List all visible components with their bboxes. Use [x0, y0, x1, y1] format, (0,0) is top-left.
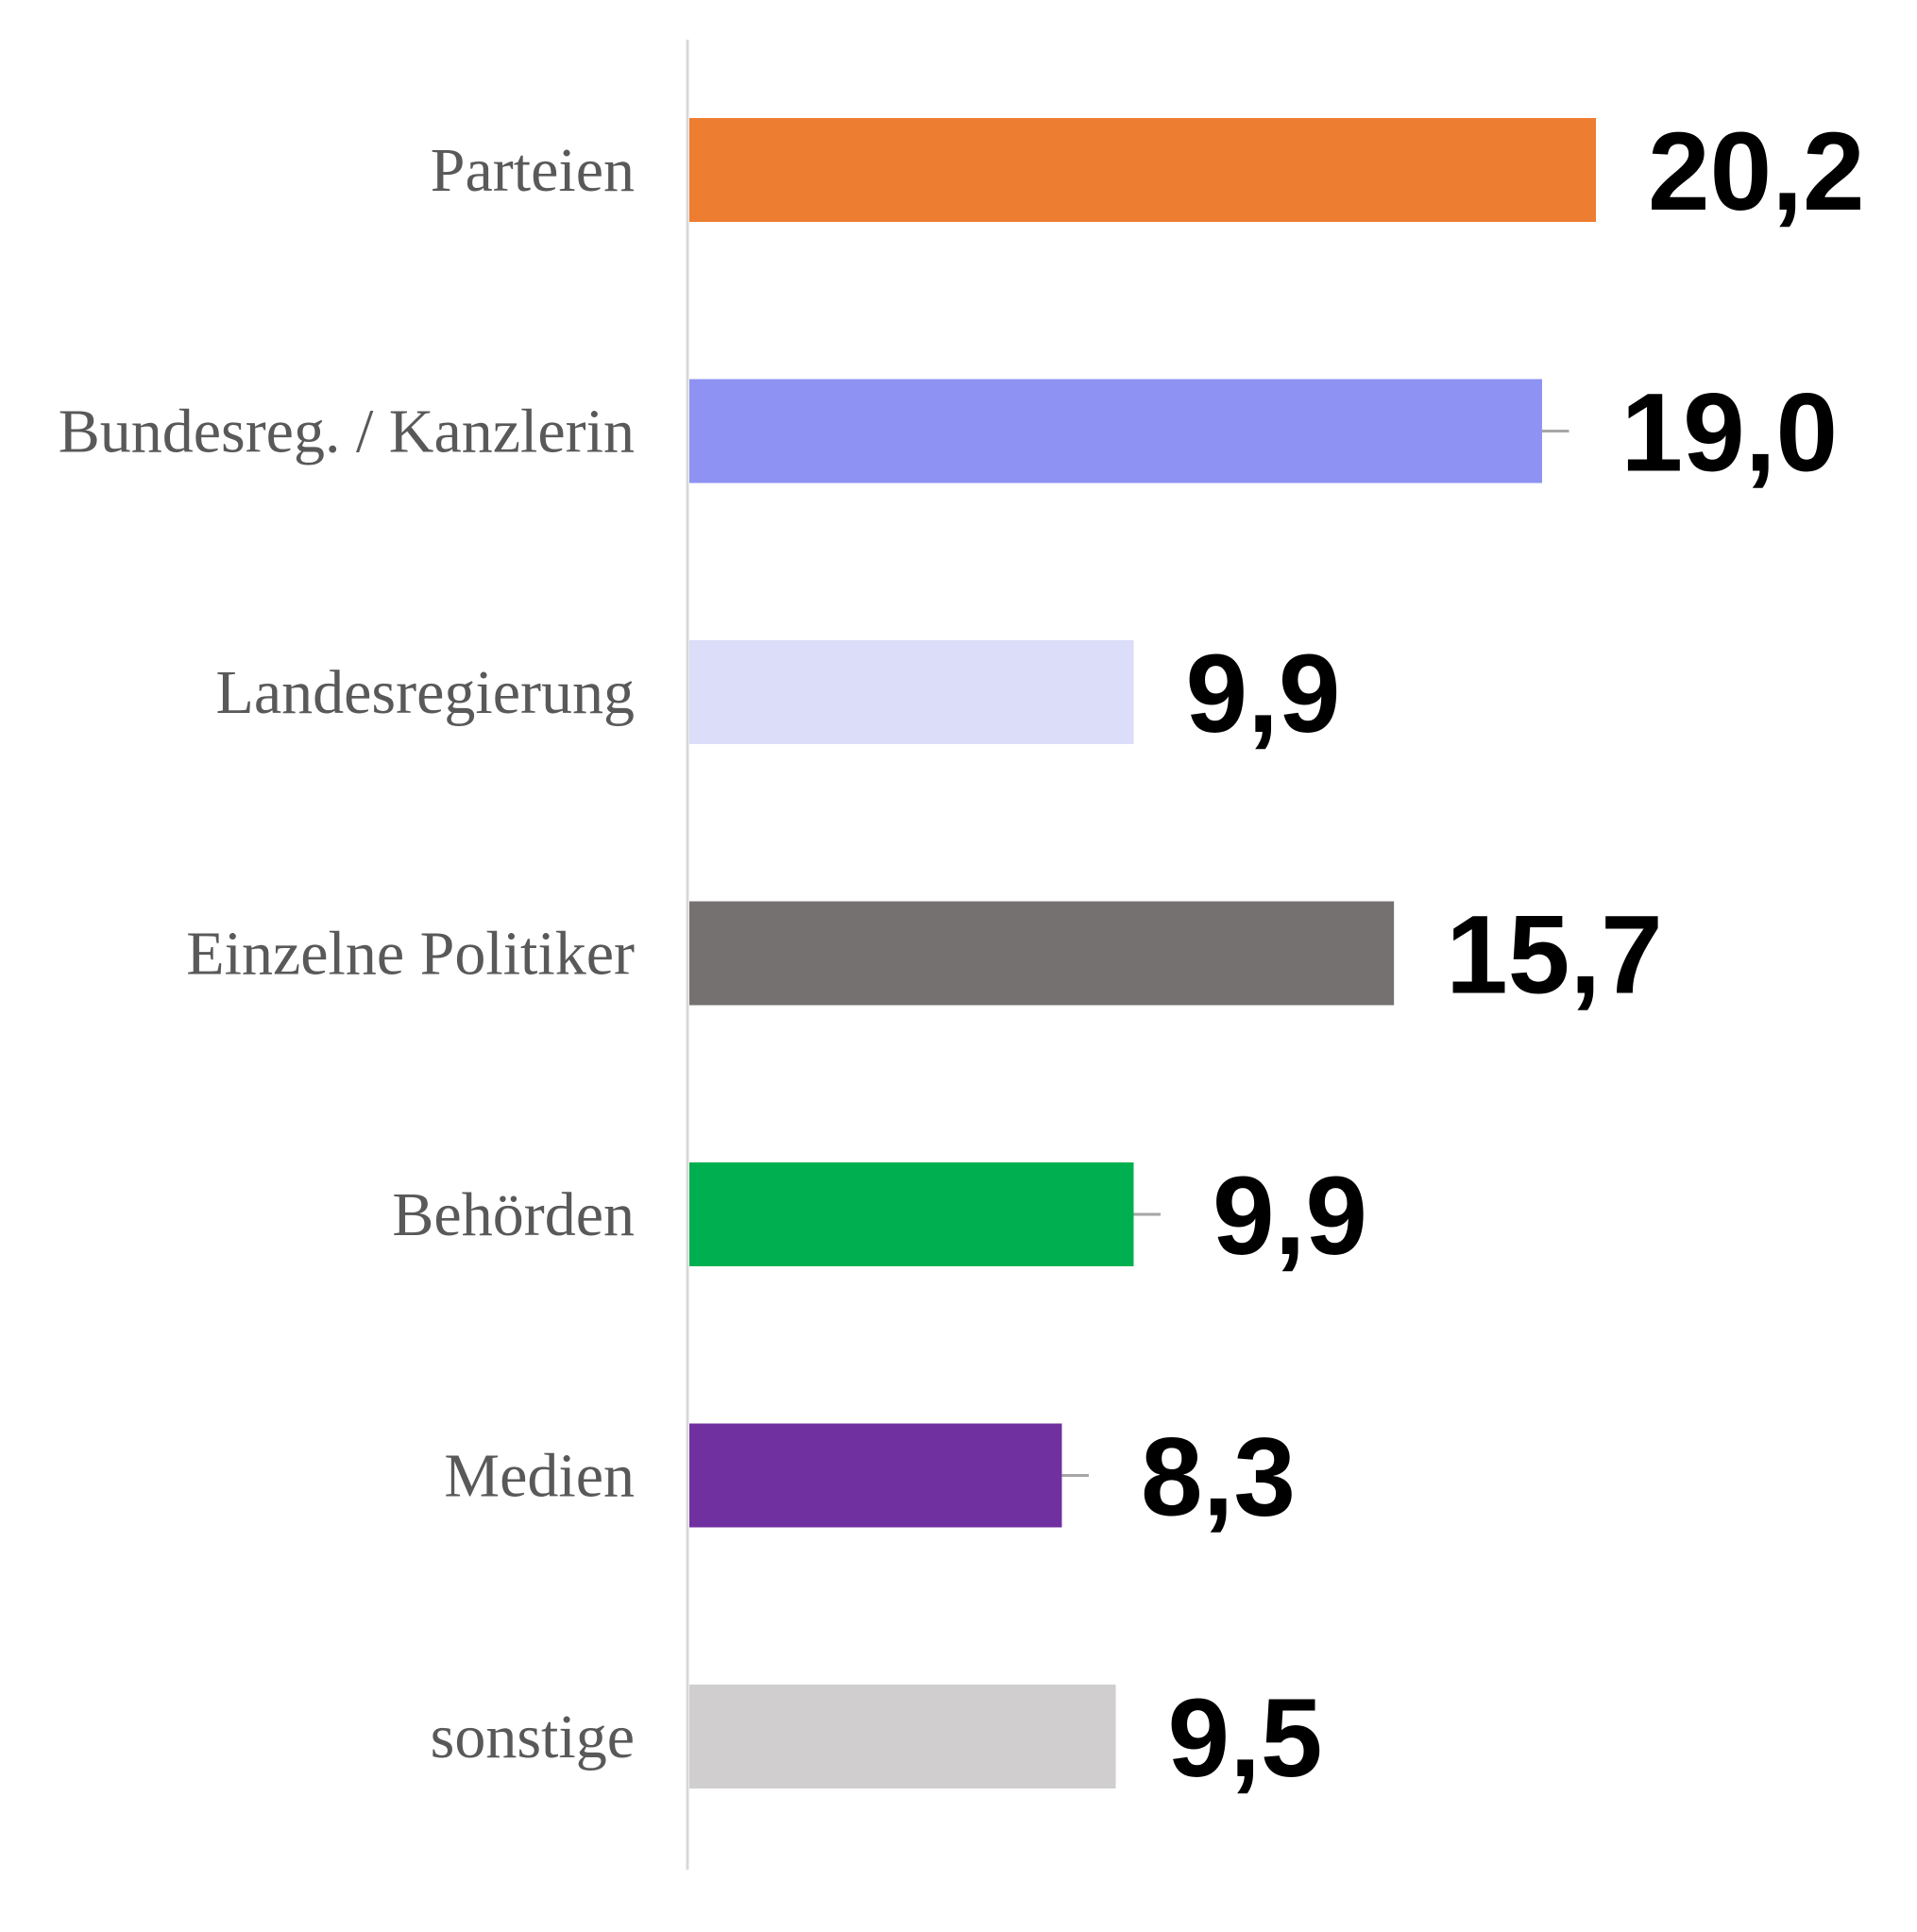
bars-group	[689, 118, 1596, 1788]
value-label-landesregierung: 9,9	[1185, 632, 1340, 756]
bar-behörden	[689, 1162, 1134, 1266]
category-label-bundesreg-kanzlerin: Bundesreg. / Kanzlerin	[59, 398, 635, 466]
value-label-einzelne-politiker: 15,7	[1446, 893, 1663, 1018]
bar-bundesreg-kanzlerin	[689, 379, 1542, 483]
category-label-behörden: Behörden	[392, 1180, 635, 1249]
category-label-sonstige: sonstige	[431, 1703, 635, 1771]
category-label-medien: Medien	[444, 1442, 635, 1511]
bar-sonstige	[689, 1685, 1116, 1788]
bar-medien	[689, 1423, 1062, 1528]
category-label-landesregierung: Landesregierung	[216, 658, 635, 727]
value-labels-group: 20,2 19,0 9,9 15,7 9,9 8,3 9,5	[1141, 110, 1865, 1801]
category-label-parteien: Parteien	[431, 136, 635, 205]
error-bars-group	[1061, 430, 1569, 1477]
value-label-medien: 8,3	[1141, 1415, 1296, 1540]
category-label-einzelne-politiker: Einzelne Politiker	[186, 920, 635, 989]
value-label-parteien: 20,2	[1648, 110, 1865, 234]
value-label-bundesreg-kanzlerin: 19,0	[1620, 371, 1838, 496]
value-label-sonstige: 9,5	[1167, 1676, 1322, 1801]
bar-parteien	[689, 118, 1596, 222]
bar-landesregierung	[689, 640, 1134, 744]
value-label-behörden: 9,9	[1213, 1154, 1367, 1279]
category-labels-group: Parteien Bundesreg. / Kanzlerin Landesregi…	[59, 136, 635, 1771]
bar-einzelne-politiker	[689, 901, 1395, 1006]
